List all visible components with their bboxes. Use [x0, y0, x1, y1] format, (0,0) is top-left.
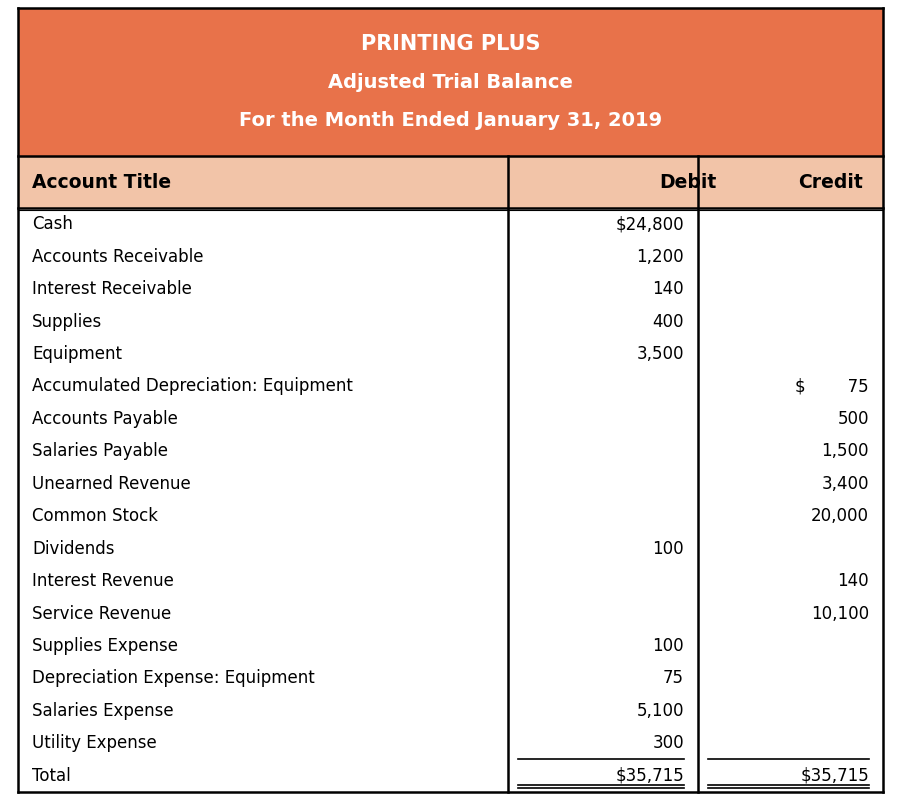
Text: Accumulated Depreciation: Equipment: Accumulated Depreciation: Equipment — [32, 378, 353, 395]
Text: Salaries Expense: Salaries Expense — [32, 702, 174, 720]
Text: 140: 140 — [837, 572, 869, 590]
Text: Accounts Receivable: Accounts Receivable — [32, 248, 204, 266]
Text: 3,500: 3,500 — [636, 345, 684, 363]
Text: Interest Receivable: Interest Receivable — [32, 280, 192, 298]
Text: Utility Expense: Utility Expense — [32, 734, 157, 752]
Text: Cash: Cash — [32, 215, 73, 234]
Text: $35,715: $35,715 — [615, 766, 684, 785]
Text: 100: 100 — [652, 637, 684, 655]
Text: 100: 100 — [652, 540, 684, 558]
Text: Unearned Revenue: Unearned Revenue — [32, 474, 191, 493]
Text: Debit: Debit — [660, 173, 716, 191]
Text: 140: 140 — [652, 280, 684, 298]
Bar — [18, 208, 883, 792]
Text: Service Revenue: Service Revenue — [32, 605, 171, 622]
Text: Account Title: Account Title — [32, 173, 171, 191]
Text: Interest Revenue: Interest Revenue — [32, 572, 174, 590]
Text: Depreciation Expense: Equipment: Depreciation Expense: Equipment — [32, 670, 314, 687]
Text: 5,100: 5,100 — [636, 702, 684, 720]
Text: Supplies: Supplies — [32, 313, 102, 330]
Text: $        75: $ 75 — [796, 378, 869, 395]
Text: 1,500: 1,500 — [822, 442, 869, 460]
Text: For the Month Ended January 31, 2019: For the Month Ended January 31, 2019 — [239, 111, 662, 130]
Text: Credit: Credit — [798, 173, 863, 191]
Text: 75: 75 — [663, 670, 684, 687]
Text: $35,715: $35,715 — [800, 766, 869, 785]
Bar — [18, 8, 883, 156]
Text: Adjusted Trial Balance: Adjusted Trial Balance — [328, 73, 573, 91]
Text: Common Stock: Common Stock — [32, 507, 158, 526]
Bar — [18, 156, 883, 208]
Text: 20,000: 20,000 — [811, 507, 869, 526]
Text: Salaries Payable: Salaries Payable — [32, 442, 168, 460]
Text: 300: 300 — [652, 734, 684, 752]
Text: Supplies Expense: Supplies Expense — [32, 637, 178, 655]
Text: 1,200: 1,200 — [636, 248, 684, 266]
Text: Total: Total — [32, 766, 71, 785]
Text: Accounts Payable: Accounts Payable — [32, 410, 177, 428]
Text: PRINTING PLUS: PRINTING PLUS — [360, 34, 541, 54]
Text: 500: 500 — [838, 410, 869, 428]
Text: $24,800: $24,800 — [615, 215, 684, 234]
Text: 10,100: 10,100 — [811, 605, 869, 622]
Text: Equipment: Equipment — [32, 345, 122, 363]
Text: 3,400: 3,400 — [822, 474, 869, 493]
Text: 400: 400 — [652, 313, 684, 330]
Text: Dividends: Dividends — [32, 540, 114, 558]
